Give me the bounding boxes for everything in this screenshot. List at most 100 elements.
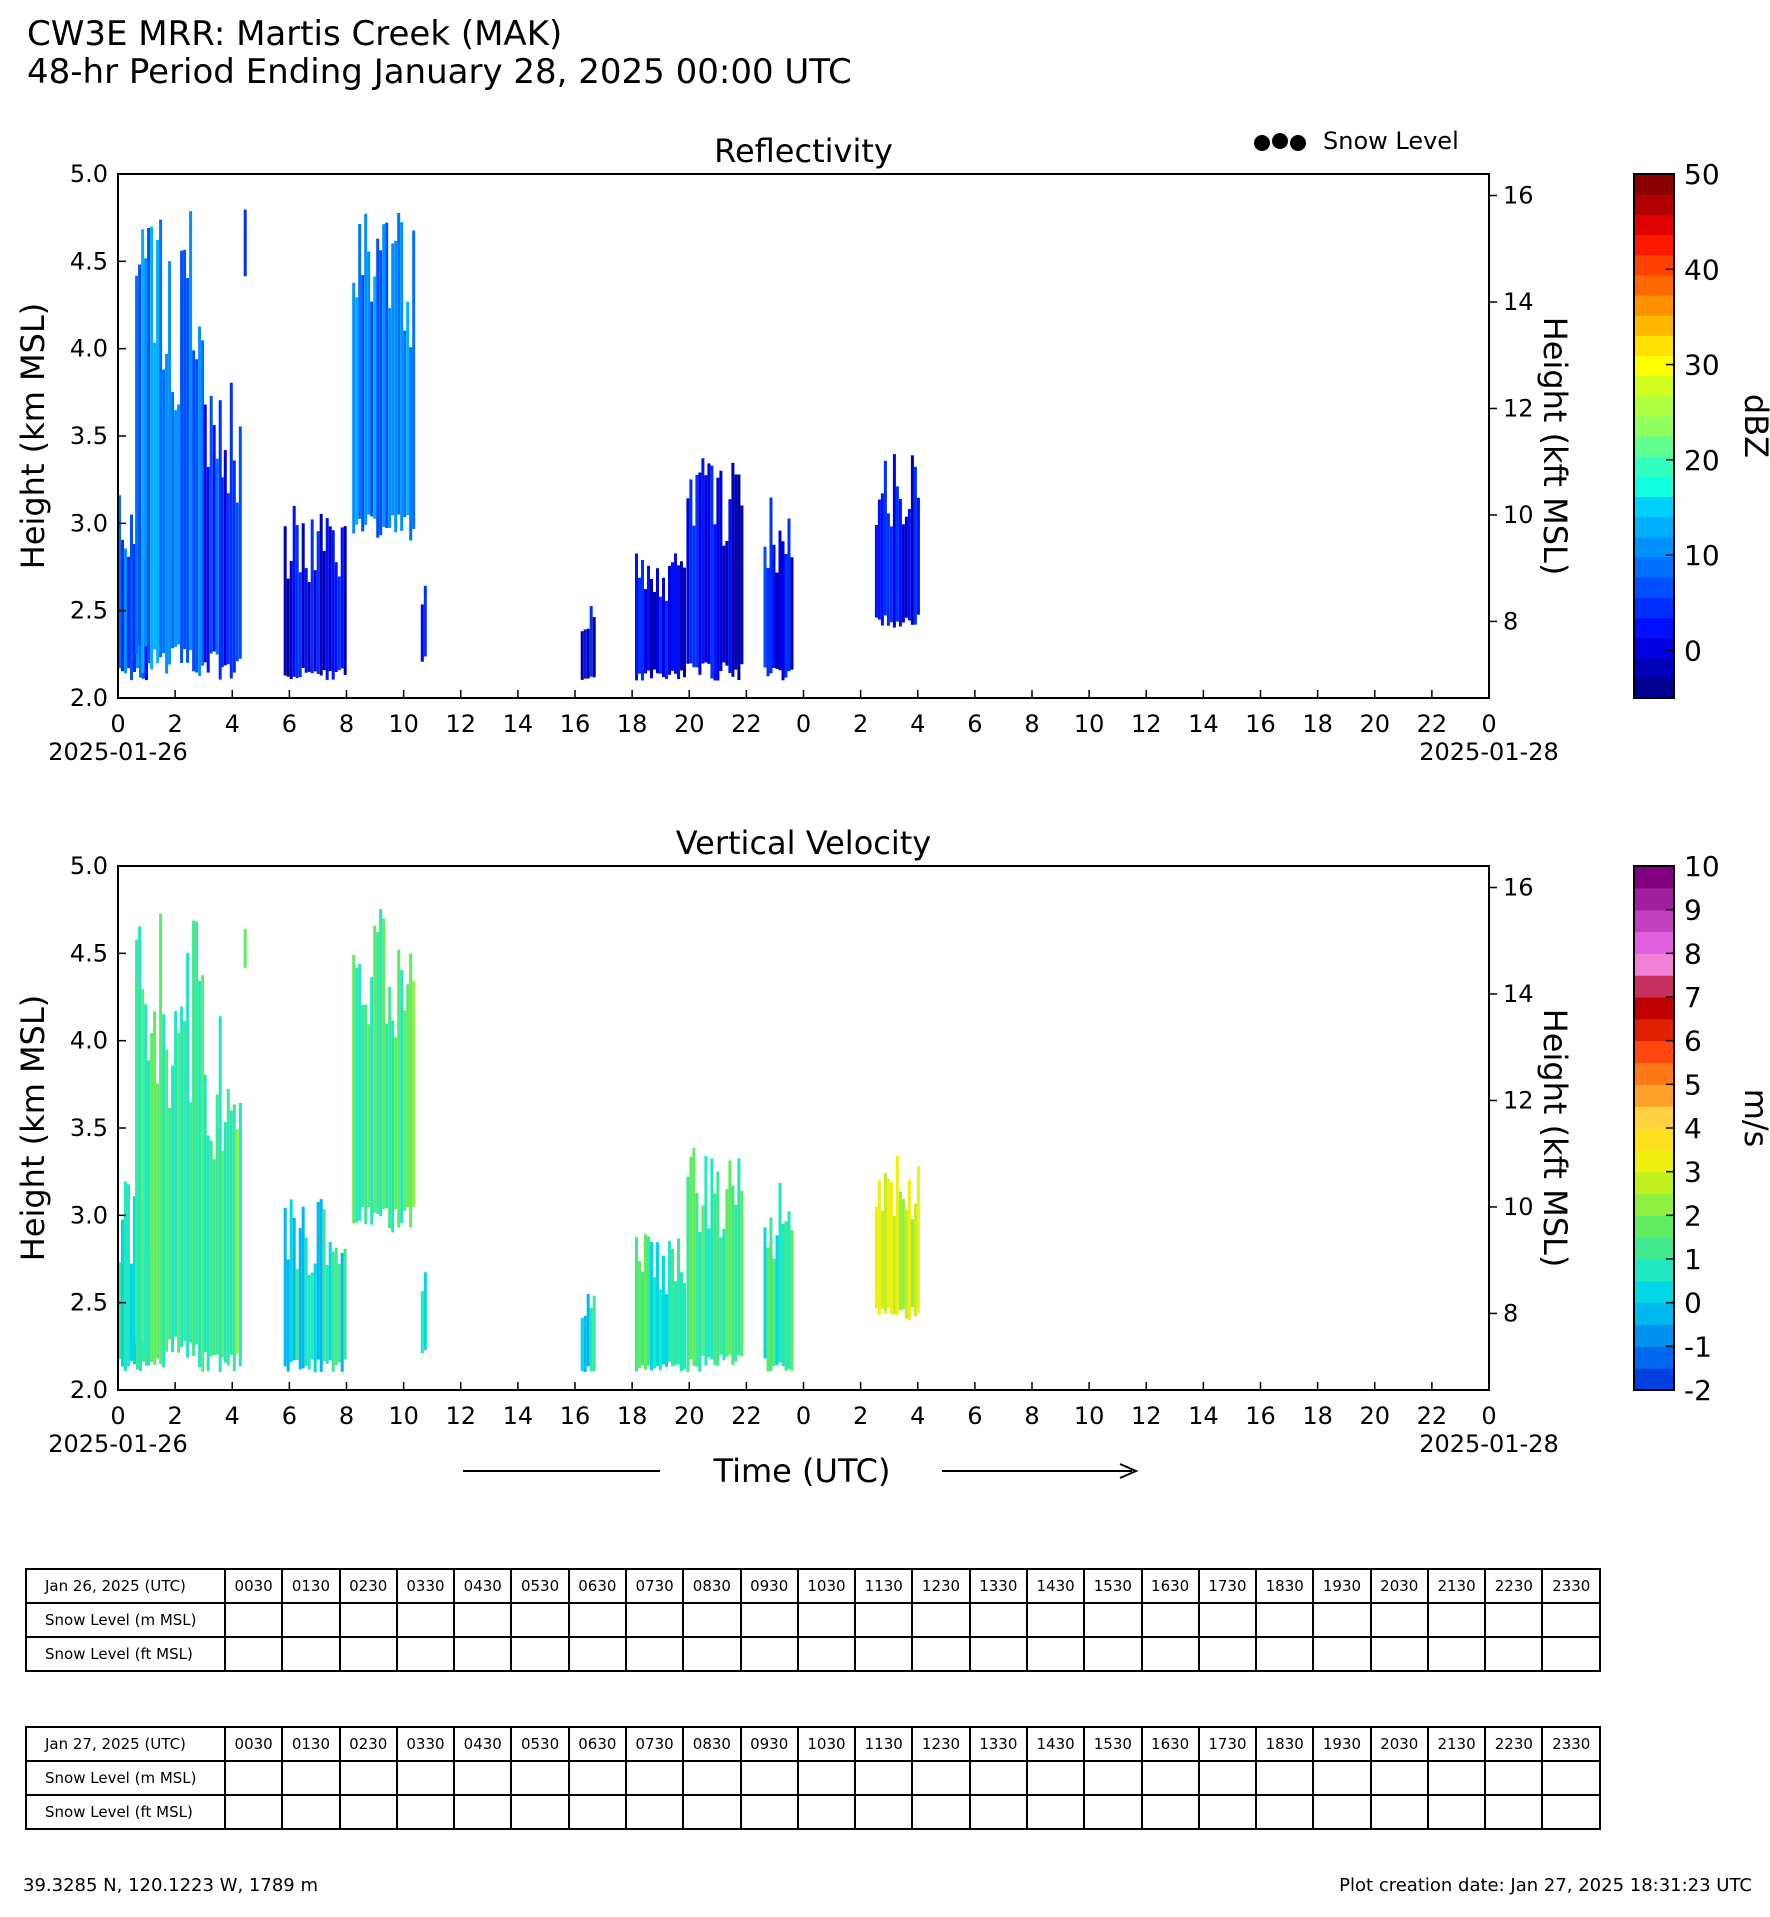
reflectivity-echo-streak [671, 562, 674, 671]
reflectivity-echo-streak [778, 530, 782, 671]
velocity-echo-streak [722, 1228, 726, 1361]
table-time-header: 0930 [739, 1568, 799, 1604]
table-time-header: 1030 [796, 1568, 857, 1604]
colorbar-segment [1634, 1280, 1674, 1304]
reflectivity-echo-streak [283, 526, 287, 676]
x-tick-label: 22 [1417, 1402, 1448, 1430]
reflectivity-echo-streak [367, 251, 371, 515]
reflectivity-echo-streak [218, 400, 222, 680]
table-time-header: 1230 [911, 1568, 971, 1604]
colorbar-segment [1634, 866, 1674, 889]
snow-level-table-day2: Jan 27, 2025 (UTC) 0030 0130 0230 0330 0430 05… [25, 1726, 1601, 1830]
x-tick-label: 14 [503, 1402, 534, 1430]
velocity-echo-streak [916, 1166, 920, 1313]
velocity-echo-streak [781, 1223, 785, 1367]
y-right-tick-label: 8 [1503, 1299, 1518, 1327]
reflectivity-echo-streak [229, 382, 233, 679]
table-cell [510, 1602, 570, 1638]
table-cell [1197, 1794, 1258, 1830]
velocity-echo-streak [641, 1272, 644, 1366]
table-cell [682, 1794, 742, 1830]
snow-level-table-day1: Jan 26, 2025 (UTC) 0030 0130 0230 0330 0430 05… [25, 1568, 1601, 1672]
x-tick-label: 18 [617, 1402, 648, 1430]
velocity-echo-streak [787, 1211, 791, 1370]
table-cell [1255, 1760, 1315, 1796]
table-time-header: 0630 [567, 1568, 627, 1604]
velocity-echo-streak [316, 1201, 320, 1360]
colorbar-segment [1634, 1128, 1674, 1151]
table-cell [1255, 1602, 1315, 1638]
reflectivity-echo-streak [674, 553, 677, 674]
colorbar-tick-label: 50 [1684, 158, 1720, 191]
velocity-echo-streak [874, 1206, 878, 1309]
x-date-label-start: 2025-01-26 [48, 738, 187, 766]
table-row: Snow Level (m MSL) [25, 1602, 1601, 1638]
colorbar-segment [1634, 174, 1674, 195]
snow-level-legend-label: Snow Level [1323, 127, 1459, 155]
table-cell [567, 1636, 627, 1672]
reflectivity-echo-streak [904, 516, 908, 618]
x-tick-label: 16 [1245, 1402, 1276, 1430]
reflectivity-echo-streak [186, 277, 190, 663]
table-time-header: 0730 [624, 1568, 685, 1604]
velocity-echo-streak [215, 1094, 219, 1355]
table-cell [1541, 1794, 1601, 1830]
velocity-echo-streak [209, 1140, 213, 1357]
y-tick-label: 3.0 [70, 509, 108, 537]
colorbar-segment [1634, 931, 1674, 954]
reflectivity-echo-streak [713, 524, 717, 681]
reflectivity-echo-streak [150, 226, 154, 670]
velocity-echo-streak [710, 1158, 714, 1360]
velocity-echo-streak [364, 1004, 368, 1224]
table-time-header: 1530 [1083, 1568, 1143, 1604]
table-time-header: 1330 [968, 1568, 1028, 1604]
velocity-echo-streak [156, 1083, 160, 1359]
reflectivity-echo-streak [680, 561, 683, 671]
table-time-header: 2230 [1484, 1726, 1544, 1762]
velocity-echo-streak [286, 1259, 290, 1372]
reflectivity-echo-streak [901, 524, 905, 623]
reflectivity-echo-streak [668, 565, 671, 675]
colorbar-segment [1634, 1368, 1674, 1391]
velocity-echo-streak [707, 1228, 711, 1358]
y-right-axis-label: Height (kft MSL) [1536, 1009, 1574, 1268]
colorbar-segment [1634, 1302, 1674, 1326]
velocity-echo-streak [304, 1237, 308, 1366]
table-cell [1484, 1602, 1544, 1638]
x-tick-label: 18 [1302, 710, 1333, 738]
velocity-echo-streak [174, 1011, 178, 1337]
table-cell [281, 1794, 341, 1830]
table-time-header: 1930 [1312, 1726, 1372, 1762]
table-header-row: Jan 26, 2025 (UTC) 0030 0130 0230 0330 0430 05… [25, 1568, 1601, 1604]
reflectivity-echo-streak [162, 369, 166, 654]
x-tick-label: 20 [674, 710, 705, 738]
table-cell [567, 1794, 627, 1830]
x-tick-label: 0 [1481, 1402, 1496, 1430]
velocity-echo-streak [719, 1237, 723, 1355]
table-cell [796, 1602, 857, 1638]
table-cell [1426, 1636, 1487, 1672]
colorbar-segment [1634, 1346, 1674, 1369]
velocity-echo-streak [189, 1102, 193, 1343]
table-cell [510, 1760, 570, 1796]
velocity-echo-streak [674, 1281, 677, 1366]
table-cell [854, 1636, 914, 1672]
x-tick-label: 20 [1359, 710, 1390, 738]
colorbar-frame [1633, 173, 1675, 699]
reflectivity-echo-streak [352, 282, 356, 534]
reflectivity-echo-streak [177, 404, 181, 645]
velocity-echo-streak [183, 1021, 187, 1342]
table-date-label: Jan 26, 2025 (UTC) [25, 1568, 226, 1604]
colorbar-segment [1634, 254, 1674, 276]
velocity-echo-streak [889, 1182, 893, 1315]
velocity-echo-streak [592, 1295, 596, 1372]
table-cell [1140, 1760, 1200, 1796]
velocity-echo-streak [203, 1074, 207, 1352]
velocity-echo-streak [772, 1258, 776, 1366]
reflectivity-echo-streak [337, 576, 341, 671]
velocity-echo-streak [382, 918, 386, 1210]
reflectivity-echo-streak [307, 582, 311, 672]
reflectivity-echo-streak [892, 454, 896, 628]
table-cell [1312, 1760, 1372, 1796]
reflectivity-echo-streak [189, 211, 193, 651]
